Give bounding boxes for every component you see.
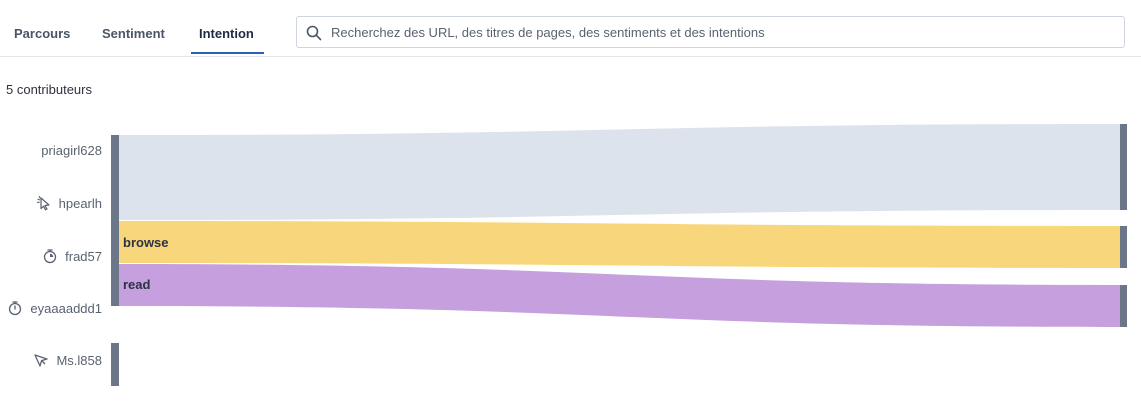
cursor-click-icon: [36, 195, 52, 211]
contributor-item[interactable]: priagirl628: [41, 143, 102, 158]
contributor-name: eyaaaaddd1: [30, 300, 102, 316]
search-input[interactable]: [331, 17, 1111, 47]
contributor-item[interactable]: hpearlh: [36, 195, 102, 211]
tab-intention[interactable]: Intention: [199, 26, 254, 41]
tab-sentiment[interactable]: Sentiment: [102, 26, 165, 41]
target-node-neutral[interactable]: [1120, 124, 1127, 210]
source-node-main[interactable]: [111, 135, 119, 306]
target-node-browse[interactable]: [1120, 226, 1127, 268]
cursor-arrow-icon: [33, 352, 49, 368]
flow-label-read: read: [123, 277, 151, 292]
contributor-name: priagirl628: [41, 143, 102, 158]
flow-neutral[interactable]: [119, 124, 1120, 220]
stopwatch-icon: [7, 300, 23, 316]
stopwatch-icon: [42, 248, 58, 264]
target-node-read[interactable]: [1120, 285, 1127, 327]
contributor-item[interactable]: Ms.l858: [33, 352, 102, 368]
contributor-item[interactable]: frad57: [42, 248, 102, 264]
tab-parcours[interactable]: Parcours: [14, 26, 71, 41]
contributor-name: hpearlh: [58, 195, 102, 211]
flow-browse[interactable]: [119, 221, 1120, 268]
search-box: [296, 16, 1125, 48]
search-icon: [306, 25, 322, 41]
contributor-item[interactable]: eyaaaaddd1: [7, 300, 102, 316]
source-node-secondary[interactable]: [111, 343, 119, 386]
contributor-name: Ms.l858: [56, 352, 102, 368]
contributor-count: 5 contributeurs: [6, 82, 92, 97]
active-tab-indicator: [191, 52, 264, 54]
contributor-name: frad57: [65, 248, 102, 264]
tab-bar: Parcours Sentiment Intention: [0, 0, 1141, 57]
flow-label-browse: browse: [123, 235, 169, 250]
flow-read[interactable]: [119, 264, 1120, 327]
